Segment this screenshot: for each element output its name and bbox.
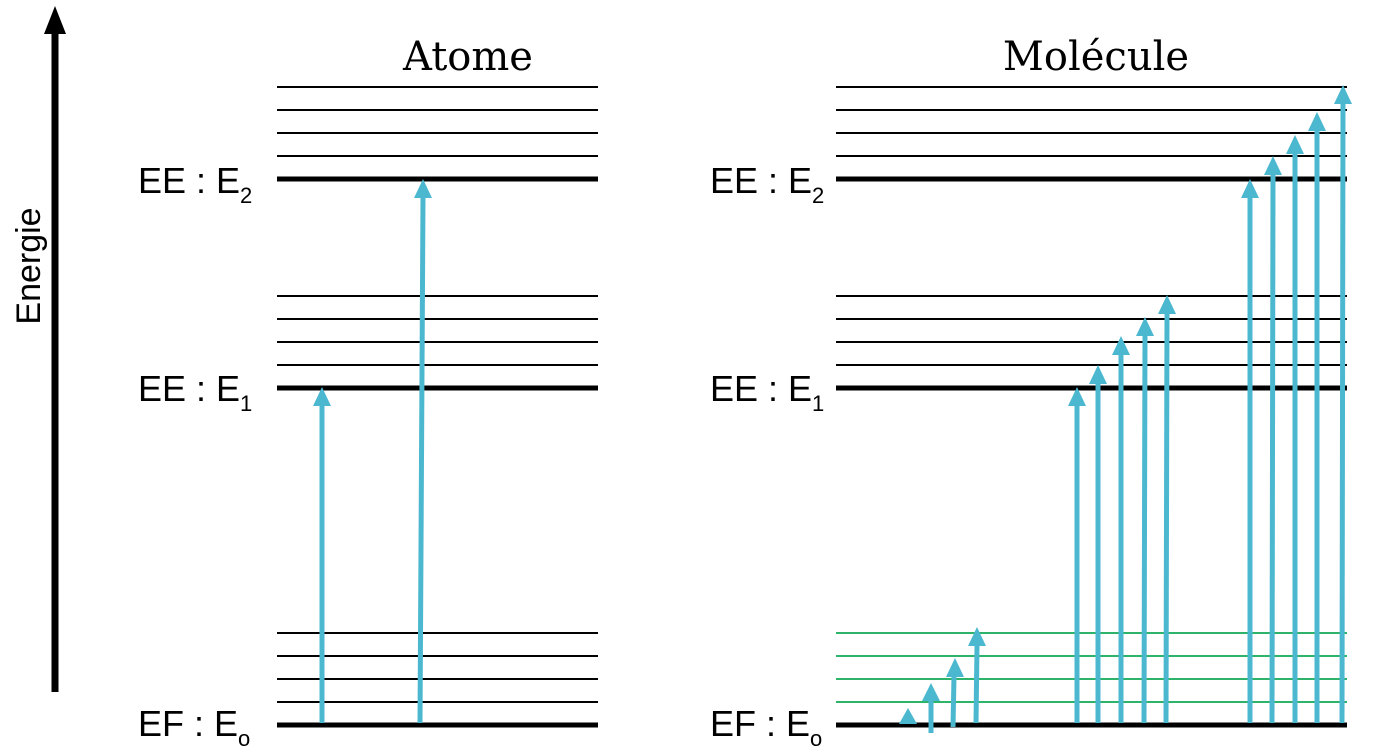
- panel-title-molecule: Molécule: [1003, 34, 1189, 80]
- transition-arrow: [1089, 365, 1107, 723]
- level-label-e1: EE : E1: [710, 368, 824, 416]
- arrow-group-e0-e2: [1241, 85, 1352, 724]
- panel-molecule: Molécule EE : E2 EE : E1: [710, 34, 1352, 747]
- level-label-e2: EE : E2: [710, 160, 824, 208]
- transition-arrow: [968, 627, 986, 724]
- transition-arrow: [899, 708, 917, 724]
- energy-axis: Energie: [10, 6, 66, 692]
- transition-arrow: [1158, 295, 1176, 724]
- level-label-e0: EF : Eo: [710, 703, 822, 747]
- level-group-e0: [277, 632, 598, 728]
- level-group-e2: [836, 86, 1347, 182]
- level-group-e1: [277, 295, 598, 391]
- transition-arrow: [1308, 112, 1326, 723]
- level-group-e2: [277, 86, 598, 182]
- transition-arrow: [1264, 156, 1282, 724]
- energy-axis-label: Energie: [10, 207, 48, 324]
- level-group-e1: [836, 295, 1347, 391]
- level-group-e0: [836, 632, 1347, 728]
- arrow-group-e0-e1: [1068, 295, 1176, 724]
- panel-title-atome: Atome: [402, 34, 533, 80]
- transition-arrow: [922, 683, 940, 733]
- transition-arrow: [1136, 317, 1154, 724]
- transition-arrow-e0-e2: [414, 179, 432, 724]
- level-label-e1: EE : E1: [138, 368, 252, 416]
- arrow-group-vibrational: [899, 627, 986, 733]
- energy-axis-arrowhead: [44, 6, 66, 34]
- transition-arrow: [1241, 179, 1259, 723]
- transition-arrow-e0-e1: [313, 387, 331, 723]
- panel-atome: Atome EE : E2 EE: [138, 34, 598, 747]
- level-label-e2: EE : E2: [138, 160, 252, 208]
- transition-arrow: [1286, 135, 1304, 723]
- level-label-e0: EF : Eo: [138, 703, 250, 747]
- transition-arrow: [1068, 387, 1086, 723]
- transition-arrow: [946, 658, 964, 728]
- transition-arrow: [1112, 336, 1130, 723]
- transition-arrow: [1334, 85, 1352, 724]
